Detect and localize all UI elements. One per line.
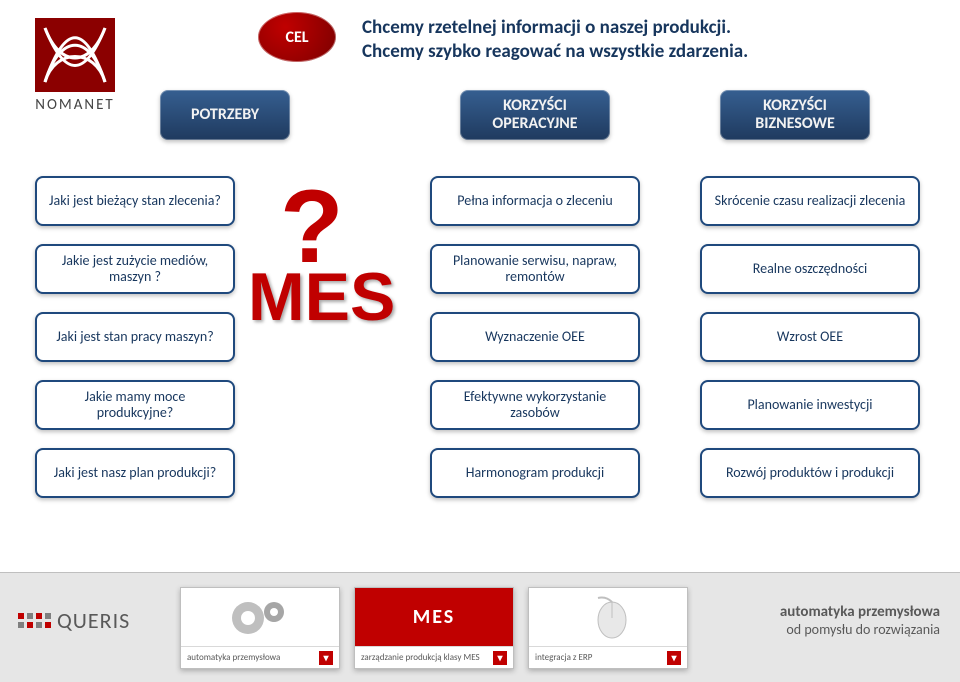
arrow-icon: ▾ [319, 651, 333, 665]
header-operacyjne: KORZYŚCIOPERACYJNE [460, 90, 610, 140]
biz-cell: Rozwój produktów i produkcji [700, 448, 920, 498]
tile-caption: automatyka przemysłowa [187, 652, 280, 663]
footer-tiles: automatyka przemysłowa ▾ MES zarządzanie… [180, 587, 688, 669]
nomanet-logo-text: NOMANET [15, 96, 135, 114]
tile-caption: integracja z ERP [535, 652, 592, 663]
biz-cell: Planowanie inwestycji [700, 380, 920, 430]
header-potrzeby: POTRZEBY [160, 90, 290, 140]
footer-tagline: automatyka przemysłowa od pomysłu do roz… [780, 603, 940, 638]
op-cell: Wyznaczenie OEE [430, 312, 640, 362]
need-cell: Jaki jest bieżący stan zlecenia? [35, 176, 235, 226]
tile-caption: zarządzanie produkcją klasy MES [361, 652, 480, 663]
tile-image-mes-icon: MES [355, 588, 513, 646]
nomanet-logo: NOMANET [15, 18, 135, 114]
biz-cell: Realne oszczędności [700, 244, 920, 294]
queris-text: QUERIS [57, 607, 130, 634]
title-line1: Chcemy rzetelnej informacji o naszej pro… [362, 16, 922, 40]
nomanet-icon [35, 18, 115, 92]
title-block: Chcemy rzetelnej informacji o naszej pro… [362, 16, 922, 64]
tile-image-mouse-icon [529, 588, 687, 646]
need-cell: Jaki jest nasz plan produkcji? [35, 448, 235, 498]
title-line2: Chcemy szybko reagować na wszystkie zdar… [362, 40, 922, 64]
header-biznesowe: KORZYŚCIBIZNESOWE [720, 90, 870, 140]
footer-tile-1: automatyka przemysłowa ▾ [180, 587, 340, 669]
op-cell: Planowanie serwisu, napraw, remontów [430, 244, 640, 294]
need-cell: Jakie mamy moce produkcyjne? [35, 380, 235, 430]
need-cell: Jaki jest stan pracy maszyn? [35, 312, 235, 362]
arrow-icon: ▾ [493, 651, 507, 665]
op-cell: Pełna informacja o zleceniu [430, 176, 640, 226]
footer-tile-2: MES zarządzanie produkcją klasy MES ▾ [354, 587, 514, 669]
queris-squares-icon [18, 613, 51, 628]
biz-cell: Skrócenie czasu realizacji zlecenia [700, 176, 920, 226]
queris-logo: QUERIS [18, 607, 130, 634]
biz-cell: Wzrost OEE [700, 312, 920, 362]
op-cell: Harmonogram produkcji [430, 448, 640, 498]
mes-label: MES [248, 258, 395, 336]
arrow-icon: ▾ [667, 651, 681, 665]
need-cell: Jakie jest zużycie mediów, maszyn ? [35, 244, 235, 294]
footer: QUERIS automatyka przemysłowa ▾ MES [0, 572, 960, 682]
tile-image-gears-icon [181, 588, 339, 646]
footer-tile-3: integracja z ERP ▾ [528, 587, 688, 669]
tagline-line2: od pomysłu do rozwiązania [780, 621, 940, 638]
tagline-line1: automatyka przemysłowa [780, 603, 940, 621]
cel-badge: CEL [258, 12, 336, 62]
op-cell: Efektywne wykorzystanie zasobów [430, 380, 640, 430]
